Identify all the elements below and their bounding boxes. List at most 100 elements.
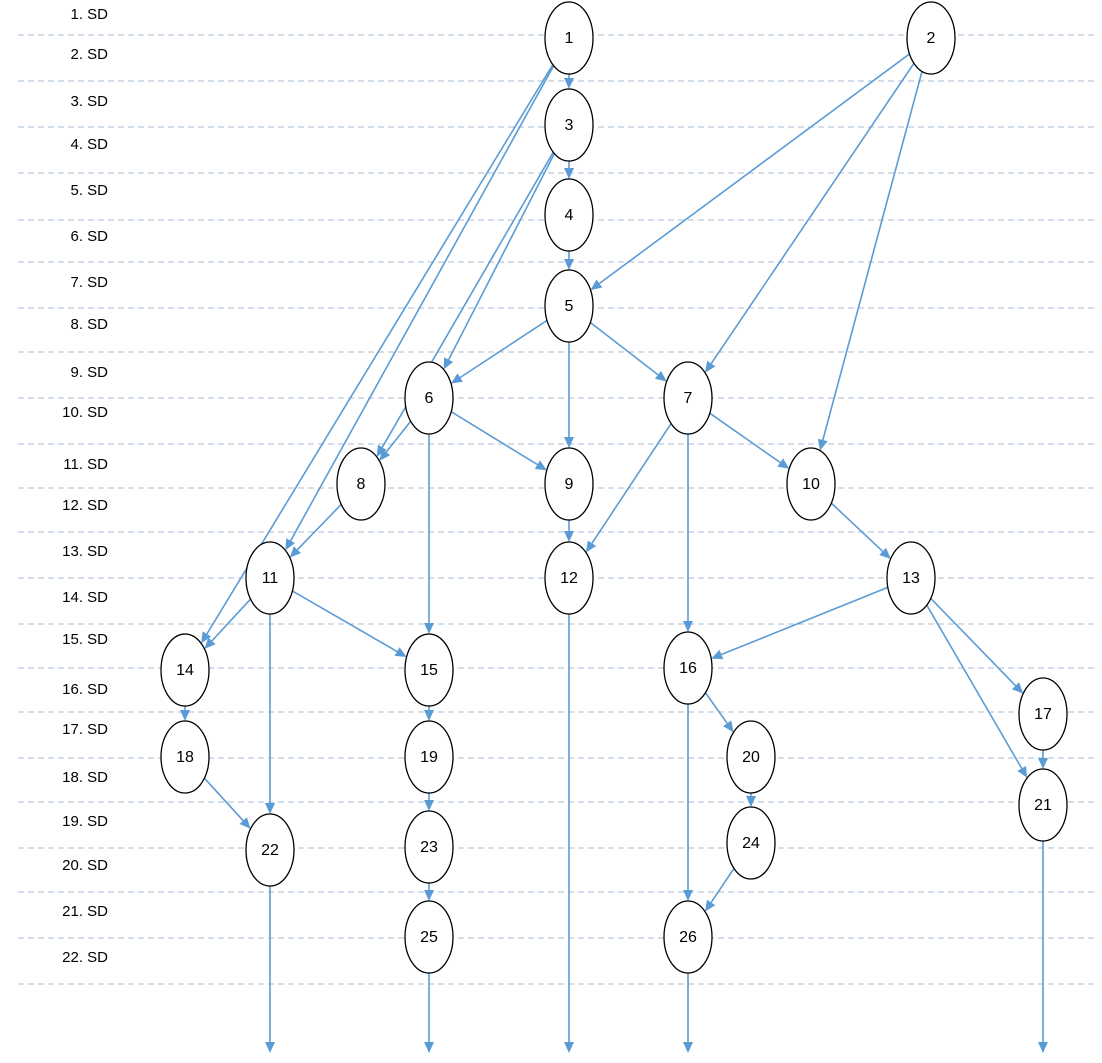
node-label: 6 (425, 390, 434, 407)
node-22: 22 (245, 813, 295, 887)
node-label: 22 (261, 842, 279, 859)
edge-5-9 (564, 342, 574, 448)
node-25: 25 (404, 900, 454, 974)
edge-8-11 (289, 503, 342, 558)
node-ellipse (544, 541, 594, 615)
edge-20-24 (746, 793, 756, 807)
node-label: 2 (927, 30, 936, 47)
node-5: 5 (544, 269, 594, 343)
exit-arrow-22 (265, 886, 275, 1053)
node-label: 9 (565, 476, 574, 493)
edge-16-26 (683, 704, 693, 901)
node-ellipse (544, 88, 594, 162)
node-label: 11 (262, 570, 279, 587)
node-16: 16 (663, 631, 713, 705)
node-11: 11 (245, 541, 295, 615)
node-10: 10 (786, 447, 836, 521)
row-label: 20. SD (62, 857, 108, 874)
row-label: 15. SD (62, 631, 108, 648)
exit-arrow-21 (1038, 841, 1048, 1053)
edge-4-5 (564, 251, 574, 270)
node-24: 24 (726, 806, 776, 880)
node-label: 20 (742, 749, 760, 766)
node-ellipse (786, 447, 836, 521)
node-3: 3 (544, 88, 594, 162)
exit-arrow-25 (424, 973, 434, 1053)
node-label: 8 (357, 476, 366, 493)
node-4: 4 (544, 178, 594, 252)
row-label: 17. SD (62, 721, 108, 738)
row-label: 10. SD (62, 404, 108, 421)
edge-16-20 (704, 692, 734, 733)
node-ellipse (906, 1, 956, 75)
node-label: 7 (684, 390, 693, 407)
edge-7-16 (683, 434, 693, 632)
row-label: 18. SD (62, 769, 108, 786)
node-ellipse (245, 541, 295, 615)
node-26: 26 (663, 900, 713, 974)
node-21: 21 (1018, 768, 1068, 842)
node-ellipse (726, 720, 776, 794)
edge-10-13 (830, 502, 891, 559)
row-label: 3. SD (70, 93, 108, 110)
row-label: 19. SD (62, 813, 108, 830)
node-8: 8 (336, 447, 386, 521)
row-label: 7. SD (70, 274, 108, 291)
edge-2-10 (818, 71, 923, 451)
node-19: 19 (404, 720, 454, 794)
edge-2-5 (590, 53, 910, 291)
node-13: 13 (886, 541, 936, 615)
node-1: 1 (544, 1, 594, 75)
row-label: 21. SD (62, 903, 108, 920)
node-15: 15 (404, 633, 454, 707)
node-label: 3 (565, 117, 574, 134)
edge-23-25 (424, 883, 434, 901)
row-label: 5. SD (70, 182, 108, 199)
node-label: 15 (420, 662, 438, 679)
edge-3-6 (443, 153, 556, 370)
exit-arrow-26 (683, 973, 693, 1053)
row-label: 2. SD (70, 46, 108, 63)
node-20: 20 (726, 720, 776, 794)
edge-7-12 (585, 423, 672, 553)
edge-1-14 (201, 64, 554, 644)
node-label: 12 (560, 570, 578, 587)
node-ellipse (886, 541, 936, 615)
edge-9-12 (564, 520, 574, 542)
row-label: 6. SD (70, 228, 108, 245)
node-label: 10 (802, 476, 820, 493)
node-ellipse (663, 631, 713, 705)
row-label: 14. SD (62, 589, 108, 606)
edge-17-21 (1038, 750, 1048, 769)
node-label: 1 (565, 30, 574, 47)
edge-1-3 (564, 74, 574, 89)
edge-18-22 (203, 777, 251, 829)
node-ellipse (245, 813, 295, 887)
node-ellipse (544, 178, 594, 252)
node-label: 24 (742, 835, 760, 852)
row-label: 11. SD (63, 456, 108, 473)
row-label: 22. SD (62, 949, 108, 966)
node-label: 5 (565, 298, 574, 315)
row-label: 13. SD (62, 543, 108, 560)
node-label: 21 (1034, 797, 1052, 814)
row-label: 1. SD (70, 6, 108, 23)
edge-6-15 (424, 434, 434, 634)
edge-24-26 (705, 867, 735, 912)
edge-3-8 (376, 151, 554, 457)
row-label: 16. SD (62, 681, 108, 698)
node-ellipse (1018, 677, 1068, 751)
node-label: 25 (420, 929, 438, 946)
edges (180, 53, 1048, 1053)
edge-6-8 (379, 420, 412, 461)
node-6: 6 (404, 361, 454, 435)
row-labels: 1. SD 2. SD 3. SD 4. SD 5. SD 6. SD 7. SD 8. SD… (62, 6, 108, 966)
node-ellipse (404, 720, 454, 794)
edge-2-7 (705, 62, 915, 373)
node-12: 12 (544, 541, 594, 615)
edge-5-7 (589, 321, 667, 382)
node-ellipse (544, 447, 594, 521)
edge-11-22 (265, 614, 275, 814)
node-18: 18 (160, 720, 210, 794)
